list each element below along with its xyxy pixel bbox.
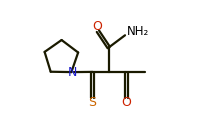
Text: N: N	[67, 66, 77, 79]
Text: S: S	[88, 96, 97, 109]
Text: O: O	[121, 96, 131, 109]
Text: NH₂: NH₂	[127, 25, 149, 38]
Text: O: O	[92, 20, 102, 33]
